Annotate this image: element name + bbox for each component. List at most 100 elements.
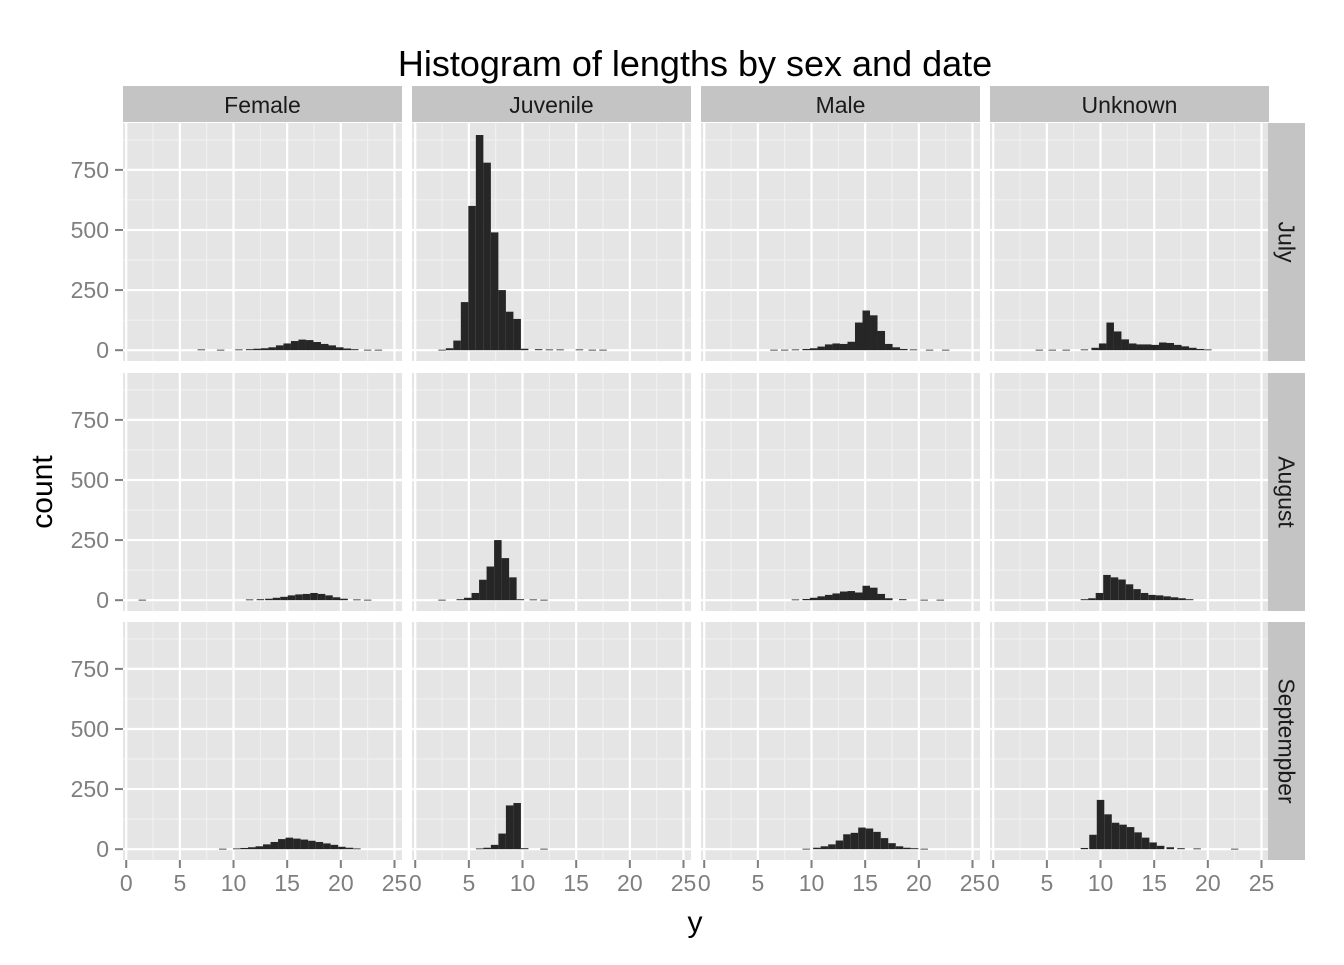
histogram-bar	[280, 596, 288, 601]
row-strip-label: Septempber	[1274, 678, 1300, 804]
histogram-bar	[920, 599, 928, 601]
histogram-bar	[1204, 349, 1212, 351]
histogram-bar	[287, 595, 296, 601]
histogram-bar	[438, 349, 446, 351]
histogram-bar	[325, 595, 333, 601]
histogram-bar	[791, 599, 800, 601]
histogram-bar	[880, 838, 889, 850]
histogram-bar	[313, 342, 321, 351]
histogram-bar	[498, 833, 506, 850]
histogram-bar	[197, 349, 206, 351]
histogram-bar	[245, 599, 254, 601]
histogram-bar	[910, 848, 919, 850]
histogram-bar	[232, 848, 241, 850]
x-tick-label: 25	[960, 870, 986, 896]
histogram-bar	[1111, 822, 1120, 850]
column-strip	[123, 86, 402, 122]
histogram-bar	[328, 345, 337, 351]
x-tick-label: 25	[1249, 870, 1275, 896]
histogram-bar	[832, 593, 840, 601]
x-tick-label: 15	[1141, 870, 1167, 896]
histogram-bar	[809, 348, 818, 351]
histogram-bar	[275, 345, 284, 351]
y-tick-label: 500	[71, 217, 109, 243]
histogram-bar	[438, 599, 446, 601]
panel-background	[123, 622, 402, 860]
histogram-bar	[265, 598, 273, 601]
histogram-bar	[520, 848, 529, 850]
y-tick-label: 0	[96, 836, 109, 862]
histogram-bar	[1178, 598, 1186, 601]
histogram-bar	[854, 322, 863, 351]
histogram-bar	[509, 577, 517, 601]
histogram-bar	[363, 599, 372, 601]
histogram-bar	[854, 592, 863, 601]
x-tick-label: 10	[799, 870, 825, 896]
histogram-bar	[1035, 349, 1044, 351]
histogram-bar	[575, 349, 584, 351]
histogram-bar	[332, 597, 341, 601]
histogram-bar	[870, 587, 878, 601]
y-tick-label: 500	[71, 467, 109, 493]
histogram-bar	[351, 349, 359, 351]
histogram-bar	[936, 599, 945, 601]
histogram-bar	[1166, 342, 1175, 351]
histogram-bar	[862, 310, 871, 351]
panel-background	[412, 373, 691, 611]
histogram-bar	[345, 847, 354, 850]
histogram-bar	[1119, 824, 1127, 850]
x-axis-label: y	[688, 906, 703, 939]
row-strip-label: July	[1274, 222, 1300, 263]
histogram-bar	[1080, 599, 1089, 601]
histogram-bar	[1136, 344, 1144, 351]
histogram-bar	[858, 827, 866, 850]
panel-background	[123, 373, 402, 611]
histogram-bar	[1088, 598, 1096, 601]
histogram-bar	[1163, 596, 1171, 601]
histogram-bar	[1113, 331, 1122, 351]
histogram-bar	[278, 839, 286, 850]
panel-background	[990, 622, 1269, 860]
histogram-bar	[599, 349, 607, 351]
histogram-bar	[898, 599, 907, 601]
panel-background	[990, 123, 1269, 361]
column-strip-label: Male	[816, 92, 866, 118]
x-tick-label: 5	[751, 870, 764, 896]
histogram-bar	[453, 340, 461, 351]
histogram-bar	[285, 837, 294, 850]
histogram-bar	[1089, 834, 1097, 850]
histogram-bar	[832, 343, 840, 351]
histogram-bar	[260, 348, 269, 351]
histogram-bar	[791, 349, 800, 351]
histogram-bar	[885, 598, 893, 601]
histogram-bar	[240, 847, 249, 850]
histogram-bar	[498, 290, 506, 351]
x-tick-label: 20	[617, 870, 643, 896]
histogram-bar	[1151, 344, 1160, 351]
histogram-bar	[1110, 577, 1119, 601]
histogram-bar	[909, 349, 918, 351]
histogram-bar	[490, 232, 499, 351]
histogram-bar	[802, 348, 810, 351]
histogram-bar	[310, 592, 318, 601]
histogram-bar	[1098, 343, 1107, 351]
x-tick-label: 5	[173, 870, 186, 896]
y-tick-label: 250	[71, 527, 109, 553]
histogram-bar	[1155, 595, 1164, 601]
y-tick-label: 250	[71, 776, 109, 802]
x-tick-label: 0	[698, 870, 711, 896]
y-tick-label: 0	[96, 337, 109, 363]
histogram-bar	[1170, 597, 1179, 601]
column-strip	[701, 86, 980, 122]
column-strip-label: Female	[224, 92, 301, 118]
x-tick-label: 25	[671, 870, 697, 896]
histogram-bar	[483, 162, 491, 351]
histogram-bar	[873, 831, 881, 850]
column-strip	[990, 86, 1269, 122]
histogram-bar	[1193, 848, 1201, 850]
histogram-bar	[1159, 342, 1167, 351]
histogram-bar	[1177, 848, 1185, 850]
histogram-bar	[255, 846, 264, 850]
y-tick-label: 750	[71, 157, 109, 183]
